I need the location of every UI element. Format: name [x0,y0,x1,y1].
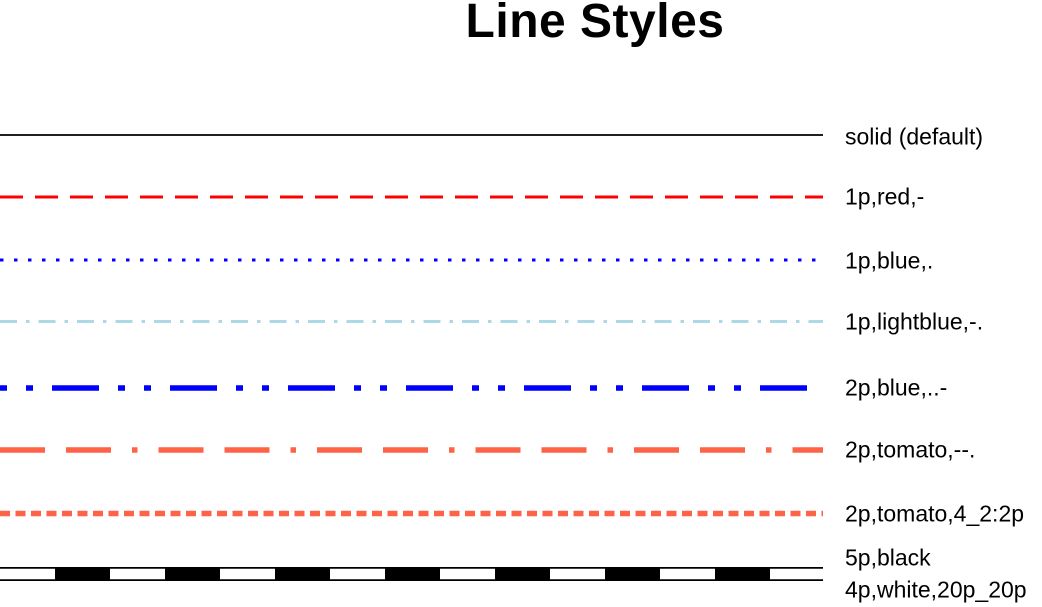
line-label: 5p,black [845,544,931,571]
line-label: 2p,blue,..- [845,374,948,401]
line-label: 1p,red,- [845,183,925,210]
chart-title: Line Styles [465,0,725,48]
line-label: 1p,blue,. [845,247,934,274]
line-label: solid (default) [845,123,984,150]
line-label: 1p,lightblue,-. [845,308,984,335]
line-label: 2p,tomato,--. [845,436,976,463]
line-label: 4p,white,20p_20p [845,576,1027,603]
line-label: 2p,tomato,4_2:2p [845,500,1025,527]
